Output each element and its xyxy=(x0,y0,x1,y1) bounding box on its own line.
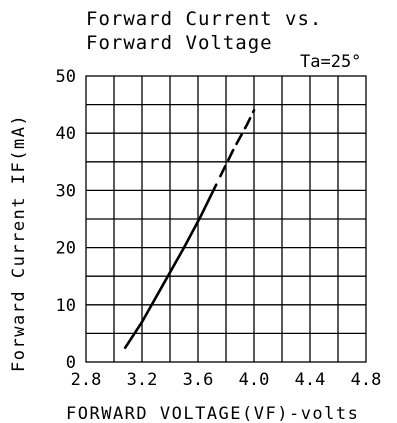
x-tick-label: 4.4 xyxy=(295,370,326,390)
tick-labels: 2.8 3.2 3.6 4.0 4.4 4.8 0 10 20 30 40 50 xyxy=(56,67,382,390)
curve xyxy=(123,109,256,350)
chart-subtitle: Forward Voltage xyxy=(86,32,273,54)
grid xyxy=(85,75,367,363)
x-tick-label: 4.8 xyxy=(351,370,382,390)
series-line-dashed xyxy=(219,109,256,178)
y-tick-label: 30 xyxy=(56,181,76,201)
chart-title: Forward Current vs. xyxy=(86,8,322,30)
x-tick-label: 2.8 xyxy=(71,370,102,390)
y-tick-label: 0 xyxy=(66,353,76,373)
y-tick-label: 40 xyxy=(56,124,76,144)
y-tick-label: 20 xyxy=(56,239,76,259)
series-line-solid xyxy=(123,183,218,350)
x-tick-label: 3.6 xyxy=(183,370,214,390)
x-tick-label: 4.0 xyxy=(239,370,270,390)
x-axis-label: FORWARD VOLTAGE(VF)-volts xyxy=(66,404,359,423)
temperature-annotation: Ta=25° xyxy=(300,52,361,72)
y-axis-label: Forward Current IF(mA) xyxy=(9,114,29,372)
x-tick-label: 3.2 xyxy=(127,370,158,390)
y-tick-label: 50 xyxy=(56,67,76,87)
y-tick-label: 10 xyxy=(56,296,76,316)
